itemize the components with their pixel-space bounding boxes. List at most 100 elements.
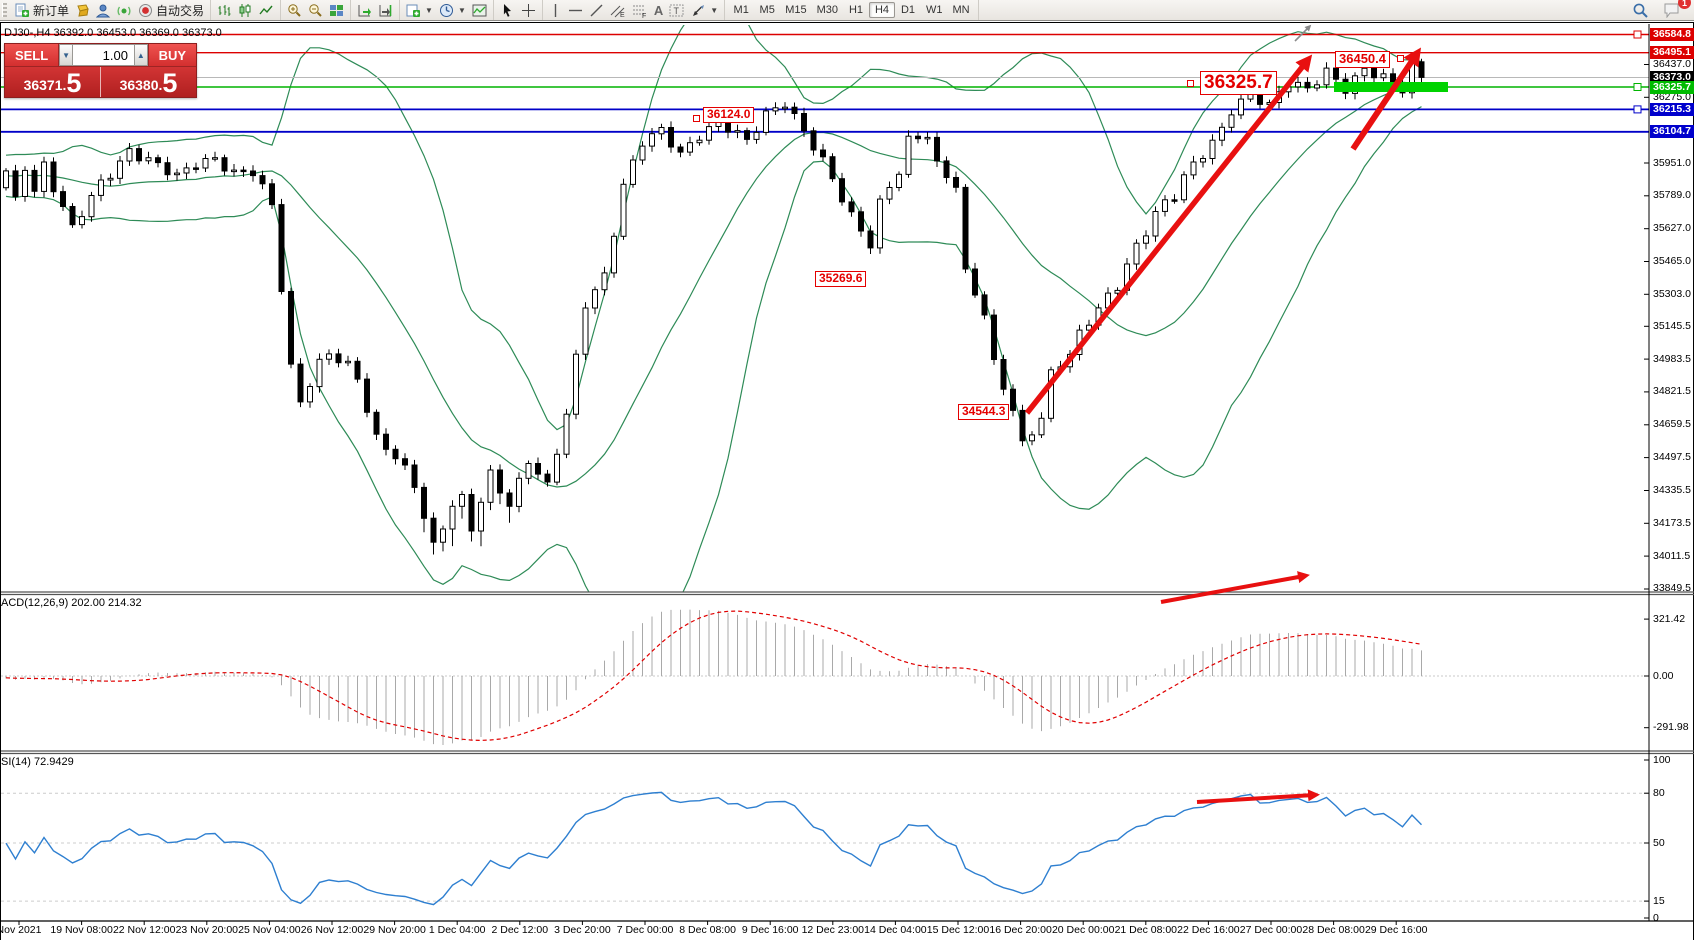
macd-indicator-label: ACD(12,26,9) 202.00 214.32 [1,597,142,609]
time-axis-label: 9 Dec 16:00 [741,924,799,936]
price-axis-tick: 33849.5 [1653,582,1691,595]
trendline-tool[interactable] [586,1,607,19]
horizontal-line-tool[interactable] [565,1,586,19]
price-annotation[interactable]: 34544.3 [958,404,1010,420]
periods-button[interactable]: ▼ [436,1,469,19]
auto-trading-button[interactable]: 自动交易 [135,1,207,19]
time-axis-label: 16 Dec 20:00 [989,924,1052,936]
toolbar-grip[interactable] [2,3,7,17]
auto-trading-icon [138,3,153,18]
notifications-button[interactable]: 1 [1660,0,1691,19]
vertical-line-tool[interactable] [546,1,565,19]
zoom-out-button[interactable] [305,1,326,19]
timeframe-MN[interactable]: MN [952,4,970,16]
annotation-handle[interactable] [693,115,700,122]
buy-button[interactable]: BUY [147,44,196,66]
timeframe-M1[interactable]: M1 [733,4,749,16]
price-axis-tick: 34011.5 [1653,549,1691,562]
hline-icon [568,3,583,18]
time-axis-label: 2 Dec 12:00 [491,924,549,936]
arrows-tool[interactable]: ▼ [688,1,721,19]
time-axis-label: 7 Dec 00:00 [616,924,674,936]
tile-windows-icon [329,3,344,18]
person-icon [96,3,111,18]
time-axis-label: 25 Nov 04:00 [238,924,301,936]
cursor-icon [500,3,515,18]
templates-button[interactable] [469,1,490,19]
time-axis-label: 22 Nov 12:00 [112,924,176,936]
candle-chart-button[interactable] [235,1,256,19]
buy-price-display[interactable]: 36380. 5 [101,67,196,97]
price-axis-tick: 35145.5 [1653,319,1691,332]
level-price-label: 36104.7 [1650,125,1694,139]
arrows-icon [691,3,706,18]
new-chart-caret: ▼ [425,5,433,15]
sell-price-main: 36371. [23,77,67,93]
time-axis-label: 1 Dec 04:00 [428,924,486,936]
crosshair-icon [521,3,536,18]
timeframe-H1[interactable]: H1 [848,4,864,16]
bar-chart-button[interactable] [214,1,235,19]
sell-price-display[interactable]: 36371. 5 [5,67,101,97]
price-annotation[interactable]: 35269.6 [815,271,867,287]
new-order-icon [15,3,30,18]
rsi-axis-tick: 0 [1653,911,1659,924]
cursor-button[interactable] [497,1,518,19]
time-axis-label: 3 Dec 20:00 [554,924,611,936]
fibonacci-tool[interactable]: F [629,1,651,19]
auto-scroll-icon [357,3,372,18]
tile-windows-button[interactable] [326,1,347,19]
equidistant-channel-tool[interactable]: E [607,1,629,19]
search-icon [1632,2,1649,19]
price-annotation[interactable]: 36450.4 [1335,51,1390,68]
macd-axis-tick: 321.42 [1653,612,1686,625]
volume-increase-button[interactable]: ▲ [133,44,148,66]
chart-shift-button[interactable] [375,1,396,19]
market-watch-icon [75,3,90,18]
buy-price-big-digit: 5 [162,68,178,99]
price-axis-tick: 34983.5 [1653,352,1691,365]
auto-trading-label: 自动交易 [156,3,205,18]
volume-input[interactable] [72,44,134,66]
annotation-handle[interactable] [1397,55,1404,62]
text-tool[interactable]: A [651,1,666,19]
timeframe-D1[interactable]: D1 [900,4,916,16]
timeframe-M5[interactable]: M5 [759,4,775,16]
timeframe-H4[interactable]: H4 [869,2,895,18]
clock-icon [439,3,454,18]
line-chart-button[interactable] [256,1,277,19]
time-axis-label: 20 Dec 00:00 [1051,924,1115,936]
chart-canvas[interactable] [1,23,1694,940]
volume-decrease-button[interactable]: ▼ [59,44,73,66]
timeframe-M15[interactable]: M15 [785,4,807,16]
sound-button[interactable] [114,1,135,19]
sell-button[interactable]: SELL [5,44,60,66]
price-annotation[interactable]: 36325.7 [1200,71,1277,95]
channel-icon: E [610,3,626,18]
new-order-button[interactable]: 新订单 [12,1,72,19]
market-watch-button[interactable] [72,1,93,19]
bar-chart-icon [217,3,232,18]
search-button[interactable] [1629,1,1652,19]
price-annotation[interactable]: 36124.0 [703,107,755,123]
new-chart-icon [406,3,421,18]
time-axis-label: 26 Nov 12:00 [300,924,364,936]
chart-window: DJ30-,H4 36392.0 36453.0 36369.0 36373.0… [0,22,1694,940]
price-axis-tick: 35627.0 [1653,222,1691,235]
annotation-handle[interactable] [1187,80,1194,87]
text-label-tool[interactable]: T [666,1,688,19]
data-window-button[interactable] [93,1,114,19]
new-chart-button[interactable]: ▼ [403,1,436,19]
level-price-label: 36325.7 [1650,80,1694,94]
chart-title: DJ30-,H4 36392.0 36453.0 36369.0 36373.0 [4,27,222,39]
price-axis-tick: 35303.0 [1653,287,1691,300]
crosshair-button[interactable] [518,1,539,19]
time-axis-label: 23 Nov 20:00 [175,924,239,936]
timeframe-W1[interactable]: W1 [926,4,943,16]
auto-scroll-button[interactable] [354,1,375,19]
time-axis-label: 15 Dec 12:00 [926,924,990,936]
timeframe-M30[interactable]: M30 [816,4,838,16]
time-axis-label: 14 Dec 04:00 [864,924,927,936]
zoom-in-button[interactable] [284,1,305,19]
